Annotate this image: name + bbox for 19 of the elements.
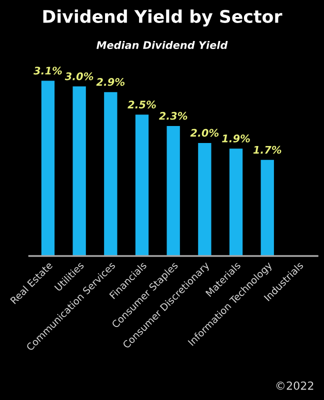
data-label: 2.0% [190, 128, 219, 137]
bar [198, 142, 212, 256]
data-label: 1.7% [253, 146, 282, 154]
bar [104, 92, 118, 256]
data-label: 2.5% [128, 100, 156, 108]
bar [135, 114, 149, 256]
text: ©2022 [276, 381, 314, 390]
chart-title: Dividend Yield by Sector [43, 10, 282, 26]
bar [72, 86, 86, 256]
data-label: 2.9% [96, 78, 125, 86]
bar [229, 148, 243, 256]
bar [260, 160, 274, 256]
bar [41, 80, 55, 256]
data-label: 2.3% [158, 112, 188, 120]
chart-subtitle: Median Dividend Yield [96, 40, 228, 50]
data-label: 1.9% [222, 134, 250, 142]
bar [166, 126, 180, 256]
data-label: 3.0% [64, 72, 94, 80]
data-label: 3.1% [34, 66, 62, 75]
